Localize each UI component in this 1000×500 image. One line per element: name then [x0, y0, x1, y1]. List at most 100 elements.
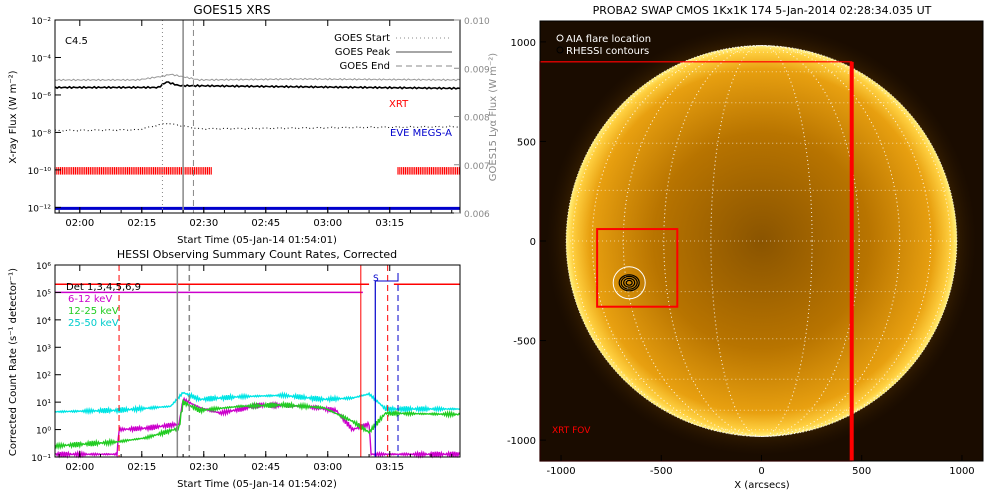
goes-y-tick-label: 10⁻⁴: [31, 54, 51, 64]
hessi-x-tick-label: 02:00: [65, 462, 94, 473]
swap-x-tick-label: -500: [650, 466, 673, 477]
rhessi-contour: [620, 275, 638, 290]
legend-25-50kev: 25-50 keV: [68, 318, 119, 329]
hessi-legend: Det 1,3,4,5,6,9 6-12 keV 12-25 keV 25-50…: [66, 282, 141, 329]
swap-legend: AIA flare location RHESSI contours: [556, 34, 651, 57]
eve-label: EVE MEGS-A: [390, 128, 452, 139]
hessi-y-label: Corrected Count Rate (s⁻¹ detector⁻¹): [8, 268, 19, 456]
hessi-y-tick-label: 10⁰: [36, 427, 51, 437]
goes-right-y-label: GOES15 Lyα Flux (W m⁻²): [488, 53, 499, 181]
swap-x-tick-label: 0: [758, 466, 764, 477]
goes-class-label: C4.5: [65, 36, 88, 47]
xrt-label: XRT: [389, 99, 409, 110]
goes-x-tick-label: 02:30: [189, 218, 218, 229]
swap-y-ticks: 1000 500 0 -500 -1000: [507, 38, 546, 447]
goes-series-line-2: [54, 122, 461, 132]
goes-series: [54, 73, 461, 132]
legend-goes-end: GOES End: [340, 61, 390, 72]
goes-x-tick-label: 02:00: [65, 218, 94, 229]
hessi-y-tick-label: 10⁶: [36, 262, 51, 272]
swap-x-tick-label: -1000: [547, 466, 576, 477]
goes-x-tick-label: 02:15: [127, 218, 156, 229]
hessi-y-tick-label: 10²: [36, 372, 51, 382]
hessi-x-tick-label: 02:15: [127, 462, 156, 473]
hessi-s-bracket: [375, 273, 399, 282]
hessi-series-25-50-keV: [54, 391, 461, 416]
aia-flare-location-circle: [612, 266, 646, 300]
swap-y-tick-label: 0: [530, 237, 536, 248]
longitude-line: [710, 45, 813, 437]
legend-6-12kev: 6-12 keV: [68, 294, 112, 305]
goes-y-tick-label: 10⁻¹²: [28, 204, 52, 214]
limb-circle: [565, 45, 958, 437]
rhessi-contour: [625, 279, 633, 286]
swap-image-panel: PROBA2 SWAP CMOS 1Kx1K 174 5-Jan-2014 02…: [507, 4, 984, 491]
hessi-event-lines: [118, 265, 399, 457]
legend-rhessi-marker: [556, 46, 564, 54]
swap-x-label: X (arcsecs): [734, 480, 790, 491]
hessi-x-tick-label: 03:15: [375, 462, 404, 473]
goes-y-tick-label: 10⁻⁸: [31, 129, 51, 139]
goes-event-lines: [161, 20, 194, 213]
swap-y-tick-label: 500: [517, 137, 536, 148]
goes-coverage-bars: [54, 167, 460, 210]
legend-12-25kev: 12-25 keV: [68, 306, 119, 317]
hessi-series-6-12-keV: [54, 396, 461, 459]
hessi-y-tick-label: 10¹: [36, 399, 51, 409]
hessi-title: HESSI Observing Summary Count Rates, Cor…: [117, 248, 397, 261]
sun-disk: [566, 45, 957, 437]
swap-y-tick-label: -500: [513, 337, 536, 348]
goes-x-label: Start Time (05-Jan-14 01:54:01): [177, 235, 337, 246]
hessi-plot-frame: [54, 264, 461, 458]
goes-right-y-tick-label: 0.008: [464, 114, 490, 124]
goes-y-tick-label: 10⁻²: [31, 17, 51, 27]
rhessi-contour: [623, 277, 636, 288]
goes-series-line-0: [54, 73, 461, 82]
goes-legend: GOES Start GOES Peak GOES End: [334, 33, 452, 72]
hessi-x-tick-label: 02:30: [189, 462, 218, 473]
legend-aia: AIA flare location: [566, 34, 651, 45]
goes-y-tick-label: 10⁻¹⁰: [28, 167, 52, 177]
goes-right-y-tick-label: 0.006: [464, 210, 490, 220]
hessi-series: [54, 283, 461, 459]
legend-aia-marker: [556, 34, 564, 42]
legend-rhessi: RHESSI contours: [566, 46, 649, 57]
goes-y-ticks: 10⁻² 10⁻⁴ 10⁻⁶ 10⁻⁸ 10⁻¹⁰ 10⁻¹²: [28, 17, 61, 214]
goes-x-tick-label: 03:00: [313, 218, 342, 229]
goes-xrs-panel: GOES15 XRS 02:00 02:15 02:30 02:45 03:00 03:1…: [8, 3, 499, 246]
goes-right-y-tick-label: 0.009: [464, 65, 490, 75]
hessi-y-tick-label: 10⁻¹: [31, 454, 51, 464]
goes-x-ticks: 02:00 02:15 02:30 02:45 03:00 03:15: [58, 20, 453, 229]
goes-x-tick-label: 02:45: [251, 218, 280, 229]
swap-title: PROBA2 SWAP CMOS 1Kx1K 174 5-Jan-2014 02…: [593, 4, 932, 17]
goes-plot-frame: [54, 19, 461, 214]
goes-y-tick-label: 10⁻⁶: [31, 92, 51, 102]
hessi-s-flag: S: [373, 274, 379, 284]
goes-right-y-ticks: 0.010 0.009 0.008 0.007 0.006: [454, 17, 490, 220]
goes-x-tick-label: 03:15: [375, 218, 404, 229]
legend-goes-start: GOES Start: [334, 33, 390, 44]
legend-goes-peak: GOES Peak: [335, 47, 390, 58]
swap-x-tick-label: 500: [852, 466, 871, 477]
swap-x-tick-label: 1000: [949, 466, 974, 477]
swap-y-tick-label: -1000: [507, 436, 536, 447]
goes-title: GOES15 XRS: [193, 3, 270, 17]
goes-right-y-tick-label: 0.007: [464, 162, 490, 172]
hessi-x-tick-label: 02:45: [251, 462, 280, 473]
swap-x-ticks: -1000 -500 0 500 1000: [547, 455, 975, 477]
hessi-y-tick-label: 10³: [36, 344, 51, 354]
legend-detectors: Det 1,3,4,5,6,9: [66, 282, 141, 293]
longitude-line: [572, 45, 951, 437]
goes-series-line-1: [54, 81, 461, 90]
hessi-series-12-25-keV: [54, 399, 461, 451]
hessi-y-tick-label: 10⁴: [36, 317, 51, 327]
hessi-x-tick-label: 03:00: [313, 462, 342, 473]
swap-y-tick-label: 1000: [511, 38, 536, 49]
hessi-x-ticks: 02:00 02:15 02:30 02:45 03:00 03:15: [58, 265, 453, 473]
xrt-fov-label: XRT FOV: [552, 426, 591, 436]
hessi-y-ticks: 10⁶ 10⁵ 10⁴ 10³ 10² 10¹ 10⁰ 10⁻¹: [31, 262, 61, 464]
flare-box: [596, 228, 679, 308]
goes-right-y-tick-label: 0.010: [464, 17, 490, 27]
hessi-y-tick-label: 10⁵: [36, 289, 51, 299]
